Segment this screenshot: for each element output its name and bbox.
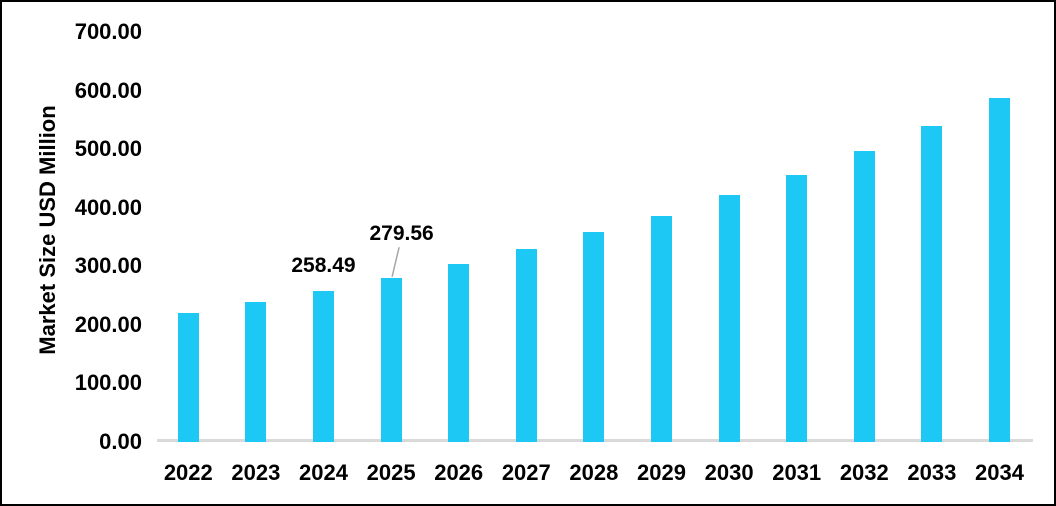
bar-2027 (515, 248, 537, 442)
x-tick-label-2029: 2029 (637, 460, 686, 485)
x-tick-label-2027: 2027 (501, 460, 551, 485)
x-tick-label-2024: 2024 (299, 460, 348, 485)
bar-2022 (177, 312, 199, 442)
data-label-2025: 279.56 (369, 222, 434, 246)
x-tick-label-2025: 2025 (366, 460, 416, 485)
bar-2025 (380, 278, 402, 442)
y-tick-label: 0.00 (99, 429, 142, 454)
y-tick-label: 100.00 (74, 370, 142, 396)
bar-2026 (448, 263, 470, 442)
x-tick-label-2028: 2028 (569, 460, 619, 485)
bar-2031 (786, 174, 808, 442)
x-tick-label-2031: 2031 (772, 460, 822, 485)
x-tick-label-2022: 2022 (163, 460, 213, 485)
bar-2033 (921, 126, 943, 442)
y-tick-label: 600.00 (74, 77, 142, 103)
y-tick-label: 500.00 (74, 136, 142, 162)
x-tick-label-2033: 2033 (907, 460, 957, 485)
y-tick-label: 300.00 (74, 253, 142, 279)
x-tick-label-2030: 2030 (704, 460, 754, 485)
y-tick-label: 700.00 (74, 19, 142, 44)
x-tick-label-2026: 2026 (434, 460, 484, 485)
y-tick-label: 200.00 (74, 311, 142, 337)
bar-2028 (583, 232, 605, 442)
x-tick-label-2034: 2034 (975, 460, 1024, 485)
bar-2023 (245, 302, 267, 442)
bar-2032 (853, 150, 875, 442)
bar-2024 (313, 290, 334, 442)
bar-2034 (989, 98, 1010, 442)
leader-line-2025 (391, 247, 400, 277)
x-tick-label-2023: 2023 (231, 460, 281, 485)
data-label-2024: 258.49 (291, 253, 356, 277)
x-tick-label-2032: 2032 (839, 460, 889, 485)
bar-2030 (718, 195, 740, 442)
bar-2029 (651, 215, 672, 442)
y-tick-label: 400.00 (74, 194, 142, 220)
